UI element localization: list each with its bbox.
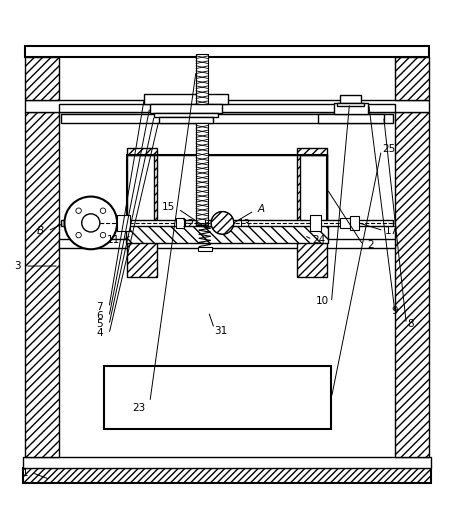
Circle shape xyxy=(211,212,234,234)
Circle shape xyxy=(100,208,106,213)
Bar xyxy=(127,148,157,277)
Text: 8: 8 xyxy=(408,319,414,329)
Bar xyxy=(334,103,368,115)
Bar xyxy=(337,103,364,106)
Bar xyxy=(159,117,213,123)
Text: 25: 25 xyxy=(382,144,396,154)
Text: 15: 15 xyxy=(162,202,176,212)
Bar xyxy=(340,218,350,228)
Text: 7: 7 xyxy=(97,302,103,312)
Bar xyxy=(127,155,327,225)
Text: 17: 17 xyxy=(385,225,398,236)
Bar xyxy=(23,457,431,468)
Text: 4: 4 xyxy=(97,328,103,338)
Text: A: A xyxy=(257,204,265,214)
Bar xyxy=(198,246,212,251)
Bar xyxy=(59,239,395,248)
Text: B: B xyxy=(36,226,44,236)
Bar xyxy=(176,218,184,228)
Circle shape xyxy=(76,208,81,213)
Bar xyxy=(395,112,429,457)
Bar xyxy=(150,104,222,113)
Bar xyxy=(318,115,384,123)
Bar xyxy=(196,53,208,104)
Text: 5: 5 xyxy=(97,319,103,329)
Text: 13: 13 xyxy=(237,219,251,229)
Bar xyxy=(126,225,328,243)
Bar xyxy=(25,112,59,457)
Bar xyxy=(395,57,429,100)
Text: 11: 11 xyxy=(107,235,120,245)
Bar xyxy=(310,215,321,231)
Circle shape xyxy=(82,214,100,232)
Bar xyxy=(297,148,327,277)
Text: 31: 31 xyxy=(214,325,228,336)
Bar xyxy=(117,215,130,231)
Bar xyxy=(25,100,429,112)
Text: 1: 1 xyxy=(22,468,28,477)
Bar xyxy=(61,220,393,226)
Circle shape xyxy=(100,232,106,238)
Bar xyxy=(119,217,128,229)
Circle shape xyxy=(64,197,117,249)
Text: 23: 23 xyxy=(132,403,145,413)
Bar xyxy=(350,216,359,230)
Bar xyxy=(25,57,59,100)
Bar xyxy=(196,123,208,225)
Text: 12: 12 xyxy=(182,219,195,229)
Bar xyxy=(23,468,431,483)
Text: 10: 10 xyxy=(316,296,329,306)
Bar xyxy=(61,114,393,123)
Text: 24: 24 xyxy=(312,235,326,245)
Bar xyxy=(154,113,218,117)
Bar xyxy=(104,366,331,429)
Bar xyxy=(300,155,327,225)
Text: 9: 9 xyxy=(392,306,398,316)
Bar xyxy=(340,95,361,103)
Text: 6: 6 xyxy=(97,311,103,321)
Text: 2: 2 xyxy=(367,240,374,250)
Bar xyxy=(144,94,228,104)
Bar xyxy=(25,46,429,57)
Circle shape xyxy=(76,232,81,238)
Bar xyxy=(127,155,154,225)
Text: 3: 3 xyxy=(14,261,20,271)
Bar xyxy=(59,104,395,112)
